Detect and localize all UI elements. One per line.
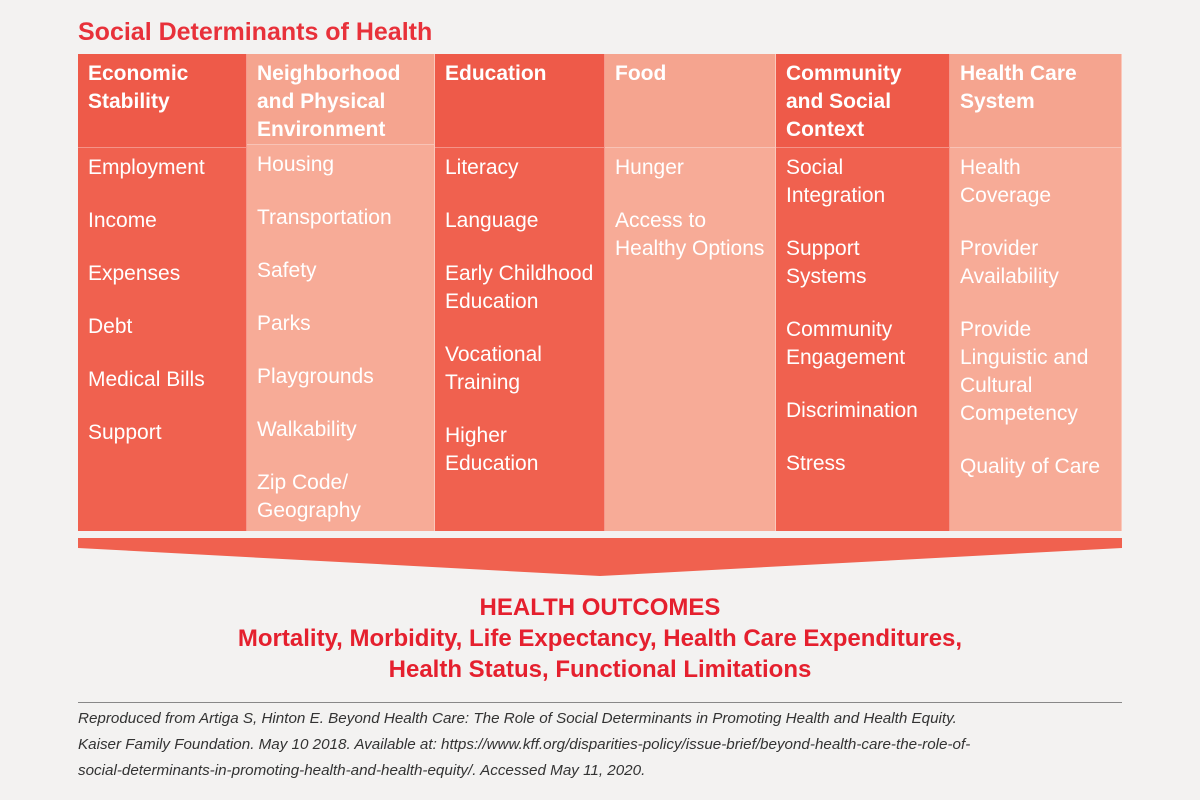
item: Debt: [88, 315, 133, 338]
item: Higher Education: [445, 424, 539, 475]
item: Discrimination: [786, 399, 918, 422]
outcomes-title: HEALTH OUTCOMES: [479, 594, 721, 621]
citation-line: Reproduced from Artiga S, Hinton E. Beyo…: [78, 710, 957, 727]
column-header: Education: [435, 54, 604, 148]
arrow-shape: [78, 538, 1122, 576]
item: Income: [88, 209, 157, 232]
item: Language: [445, 209, 539, 232]
item: Health Coverage: [960, 156, 1052, 207]
column-body: Housing Transportation Safety Parks Playgrou…: [247, 145, 434, 550]
determinants-grid: Economic Stability Employment Income Expens…: [78, 54, 1122, 531]
item: Vocational Training: [445, 343, 542, 394]
item: Support Systems: [786, 237, 867, 288]
column-body: Literacy Language Early Childhood Educatio…: [435, 148, 604, 503]
item: Literacy: [445, 156, 519, 179]
column: Neighborhood and Physical Environment Hou…: [247, 54, 435, 531]
item: Provider Availability: [960, 237, 1059, 288]
column-body: Hunger Access to Healthy Options: [605, 148, 775, 288]
column: Education Literacy Language Early Childhood…: [435, 54, 605, 531]
item: Provide Linguistic and Cultural Competen…: [960, 318, 1089, 425]
item: Walkability: [257, 418, 357, 441]
title: Social Determinants of Health: [78, 18, 433, 46]
item: Support: [88, 421, 162, 444]
separator: [78, 702, 1122, 703]
arrow: [78, 538, 1122, 576]
item: Expenses: [88, 262, 181, 285]
item: Safety: [257, 259, 317, 282]
column-header: Community and Social Context: [776, 54, 949, 148]
item: Early Childhood Education: [445, 262, 594, 313]
item: Housing: [257, 153, 335, 176]
column-body: Employment Income Expenses Debt Medical Bill…: [78, 148, 246, 472]
column-body: Health Coverage Provider Availability Prov…: [950, 148, 1121, 506]
item: Playgrounds: [257, 365, 374, 388]
item: Medical Bills: [88, 368, 205, 391]
column: Health Care System Health Coverage Provide…: [950, 54, 1122, 531]
item: Community Engagement: [786, 318, 906, 369]
citation-line: Kaiser Family Foundation. May 10 2018. A…: [78, 736, 971, 753]
column-header: Neighborhood and Physical Environment: [247, 54, 434, 145]
citation-line: social-determinants-in-promoting-health-…: [78, 762, 646, 779]
column-header: Food: [605, 54, 775, 148]
item: Transportation: [257, 206, 392, 229]
column-body: Social Integration Support Systems Communi…: [776, 148, 949, 503]
outcome-line: Mortality, Morbidity, Life Expectancy, H…: [237, 625, 963, 652]
item: Employment: [88, 156, 205, 179]
column-header: Health Care System: [950, 54, 1121, 148]
column: Food Hunger Access to Healthy Options: [605, 54, 776, 531]
item: Social Integration: [786, 156, 886, 207]
item: Stress: [786, 452, 846, 475]
item: Parks: [257, 312, 311, 335]
item: Zip Code/ Geography: [257, 471, 361, 522]
outcome-line: Health Status, Functional Limitations: [388, 656, 812, 683]
item: Access to Healthy Options: [615, 209, 765, 260]
column: Economic Stability Employment Income Expens…: [78, 54, 247, 531]
column-header: Economic Stability: [78, 54, 246, 148]
outcomes: HEALTH OUTCOMES Mortality, Morbidity, Li…: [0, 592, 1200, 685]
column: Community and Social Context Social Integ…: [776, 54, 950, 531]
citation: Reproduced from Artiga S, Hinton E. Beyo…: [78, 706, 970, 784]
item: Hunger: [615, 156, 684, 179]
item: Quality of Care: [960, 455, 1101, 478]
